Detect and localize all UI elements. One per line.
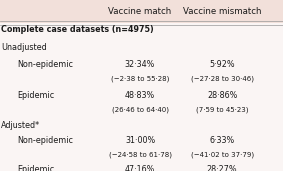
Text: 28·27%: 28·27%: [207, 165, 237, 171]
Text: (−2·38 to 55·28): (−2·38 to 55·28): [111, 75, 169, 82]
Text: Non-epidemic: Non-epidemic: [17, 60, 73, 69]
Text: 47·16%: 47·16%: [125, 165, 155, 171]
Text: 5·92%: 5·92%: [209, 60, 235, 69]
Text: Epidemic: Epidemic: [17, 91, 54, 101]
Text: Complete case datasets (n=4975): Complete case datasets (n=4975): [1, 25, 154, 34]
Text: 32·34%: 32·34%: [125, 60, 155, 69]
Text: (−24·58 to 61·78): (−24·58 to 61·78): [109, 151, 171, 158]
Text: (−27·28 to 30·46): (−27·28 to 30·46): [191, 75, 254, 82]
Text: 31·00%: 31·00%: [125, 136, 155, 145]
Text: (26·46 to 64·40): (26·46 to 64·40): [112, 107, 169, 113]
Text: 28·86%: 28·86%: [207, 91, 237, 101]
Text: 6·33%: 6·33%: [209, 136, 235, 145]
Text: Epidemic: Epidemic: [17, 165, 54, 171]
Bar: [0, 0, 283, 23]
Text: 48·83%: 48·83%: [125, 91, 155, 101]
Text: Vaccine match: Vaccine match: [108, 7, 172, 16]
Text: (7·59 to 45·23): (7·59 to 45·23): [196, 107, 248, 113]
Text: Non-epidemic: Non-epidemic: [17, 136, 73, 145]
Text: Adjusted*: Adjusted*: [1, 121, 40, 130]
Text: Unadjusted: Unadjusted: [1, 43, 47, 52]
Text: Vaccine mismatch: Vaccine mismatch: [183, 7, 261, 16]
Text: (−41·02 to 37·79): (−41·02 to 37·79): [190, 151, 254, 158]
